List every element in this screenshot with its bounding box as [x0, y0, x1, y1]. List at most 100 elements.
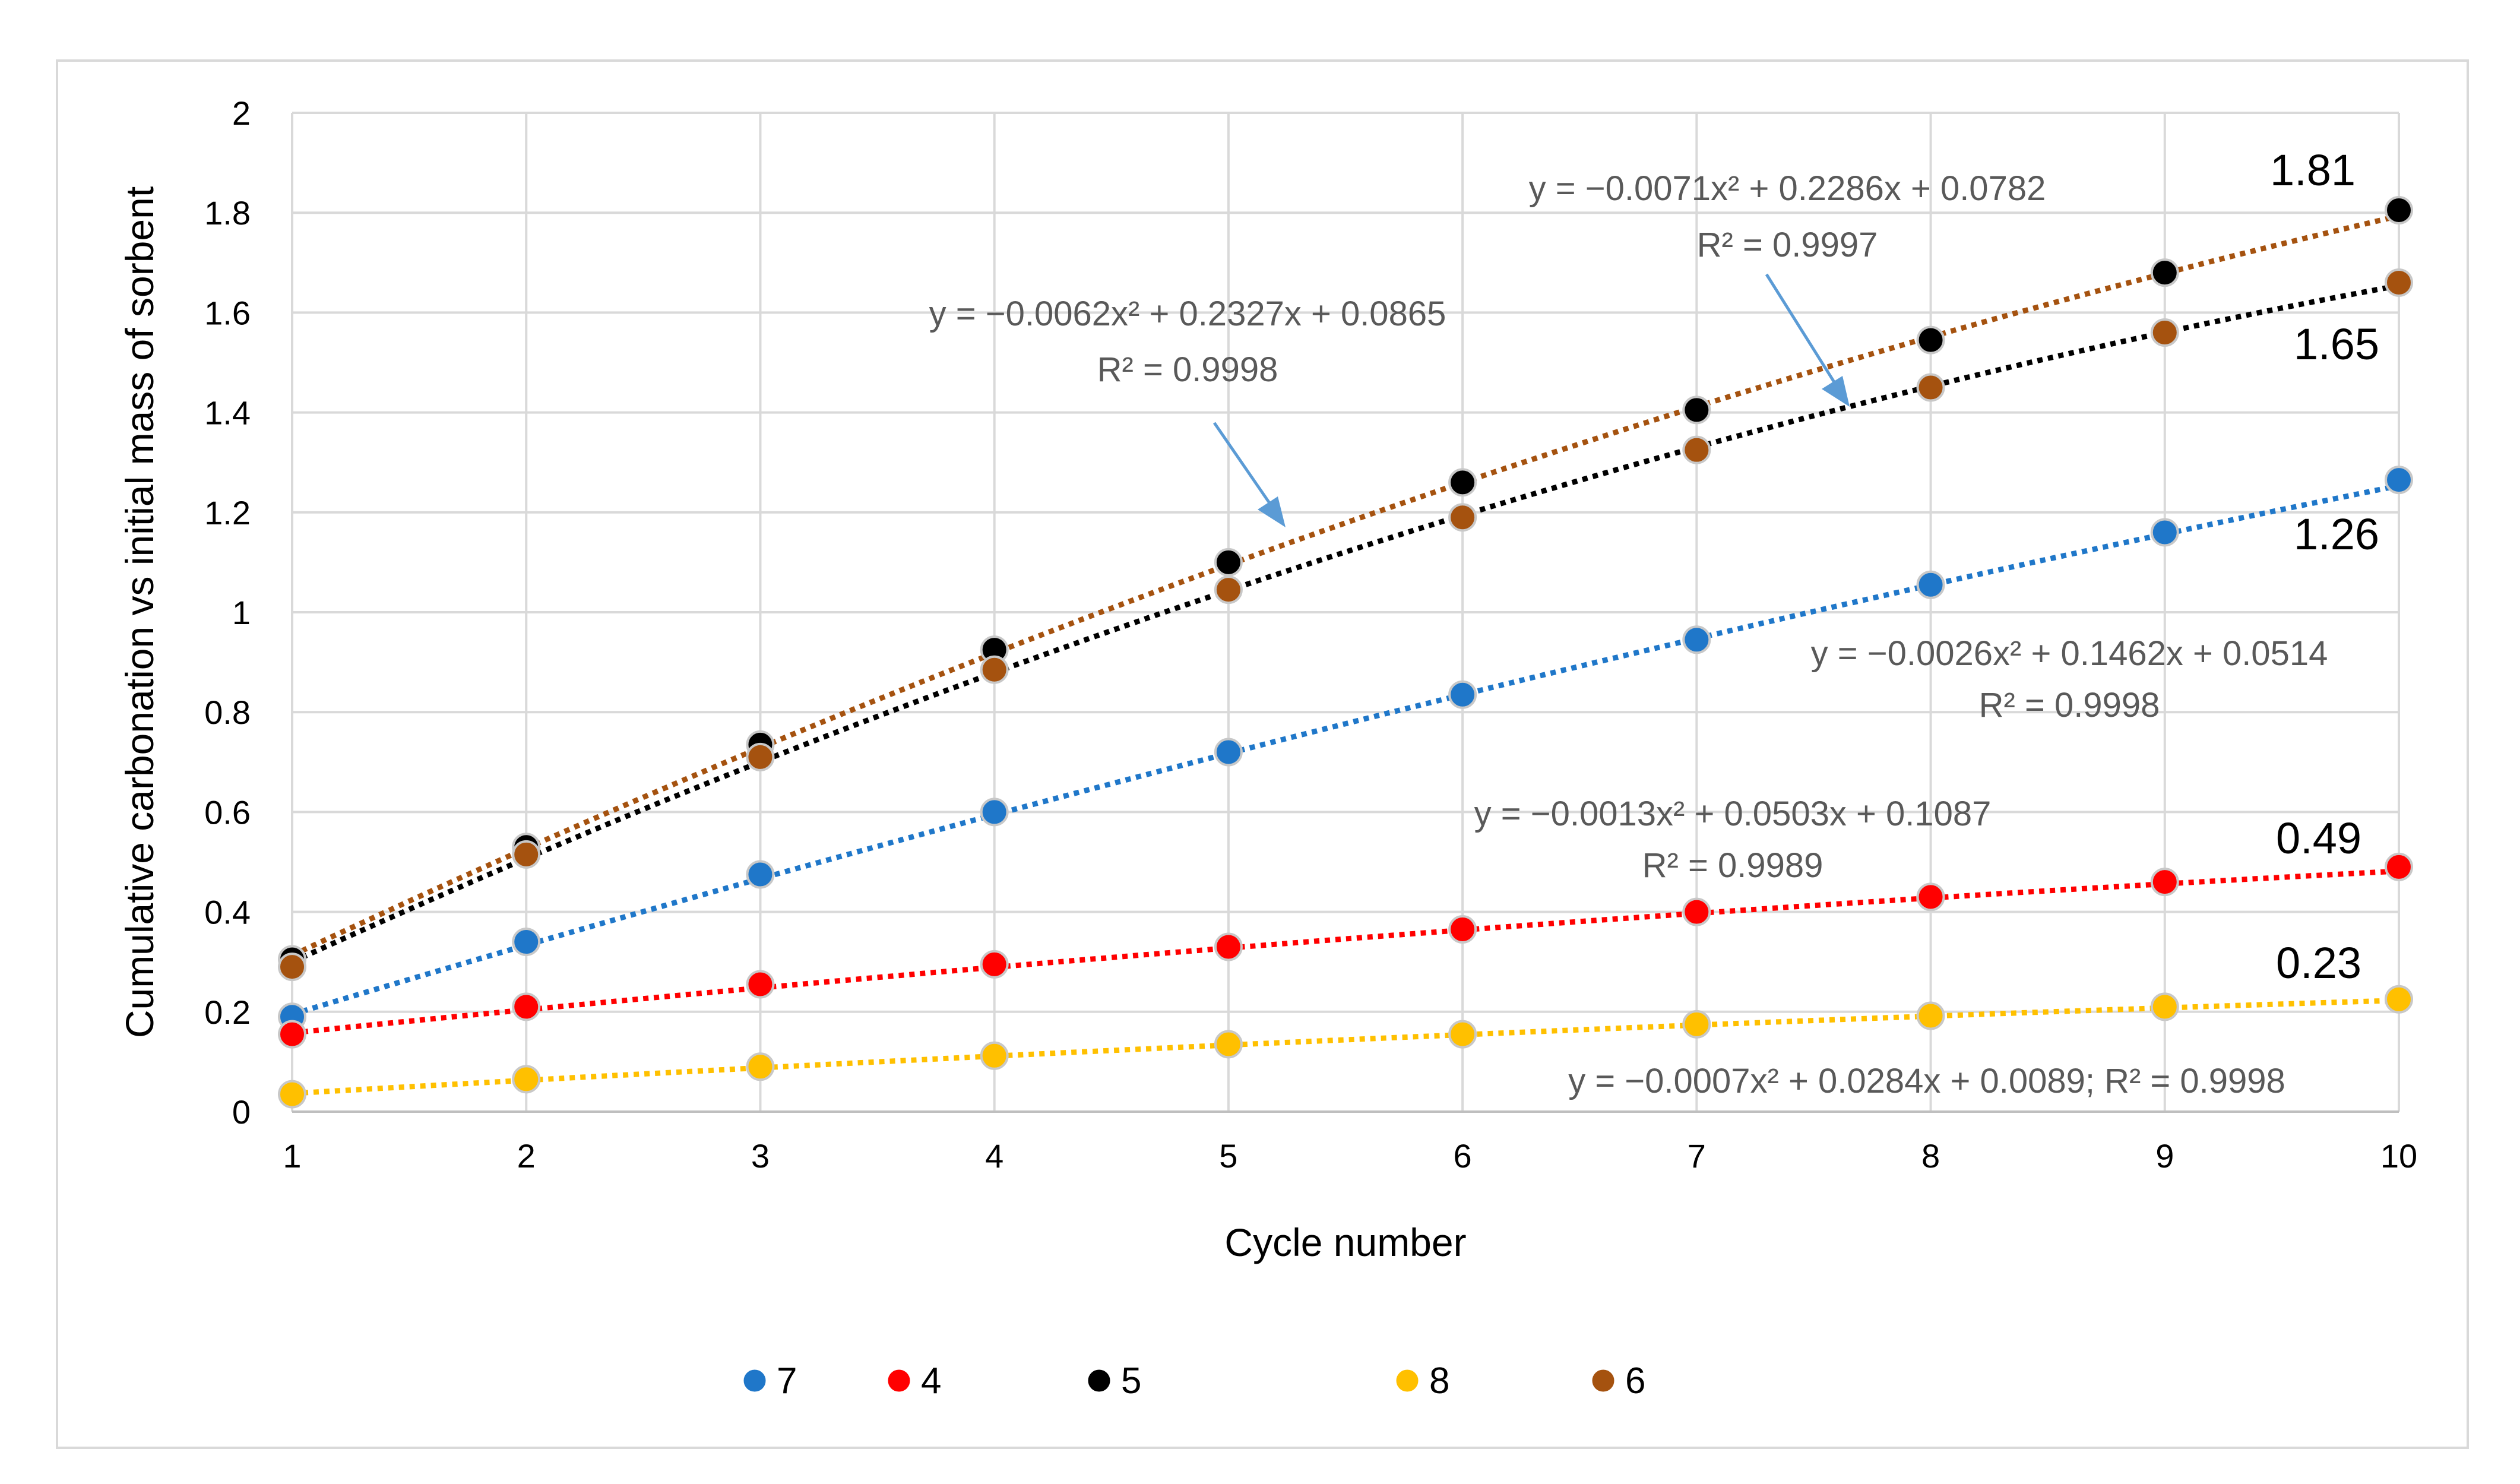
data-point-series-7 [1448, 680, 1477, 709]
legend-item-7: 7 [742, 1360, 797, 1401]
data-point-series-4 [980, 950, 1009, 979]
legend-item-6: 6 [1590, 1360, 1645, 1401]
data-point-series-7 [2385, 466, 2413, 495]
r2-series-5: R² = 0.9997 [1697, 226, 1878, 264]
legend-item-5: 5 [1086, 1360, 1141, 1401]
data-point-series-4 [2385, 852, 2413, 881]
legend-label-6: 6 [1625, 1360, 1645, 1401]
x-tick-label-5: 5 [1219, 1137, 1237, 1175]
data-point-series-8 [2385, 985, 2413, 1014]
points-series-6 [278, 268, 2413, 982]
data-point-series-8 [278, 1080, 306, 1109]
data-point-series-4 [278, 1020, 306, 1049]
legend-item-8: 8 [1394, 1360, 1449, 1401]
y-tick-label-1.8: 1.8 [204, 194, 251, 232]
data-point-series-4 [512, 992, 541, 1021]
r2-series-4: R² = 0.9989 [1642, 846, 1823, 885]
data-point-series-6 [2385, 268, 2413, 297]
x-axis-title: Cycle number [1224, 1220, 1466, 1264]
equation-series-7: y = −0.0026x² + 0.1462x + 0.0514 [1811, 634, 2328, 673]
trend-lines [291, 213, 2400, 1096]
legend-label-5: 5 [1121, 1360, 1141, 1401]
data-point-series-8 [980, 1041, 1009, 1070]
x-tick-label-8: 8 [1921, 1137, 1940, 1175]
x-tick-label-10: 10 [2380, 1137, 2417, 1175]
data-point-series-4 [746, 970, 775, 999]
data-point-series-8 [512, 1065, 541, 1094]
y-tick-label-1.4: 1.4 [204, 394, 251, 432]
points-series-7 [278, 466, 2413, 1031]
y-tick-label-0.4: 0.4 [204, 894, 251, 931]
end-value-labels: 1.81 1.65 1.26 0.49 0.23 [2270, 145, 2379, 988]
y-tick-label-1: 1 [232, 594, 251, 631]
x-tick-label-4: 4 [985, 1137, 1003, 1175]
data-point-series-8 [1916, 1001, 1945, 1030]
legend-label-8: 8 [1429, 1360, 1449, 1401]
legend-marker-5 [1086, 1368, 1112, 1394]
trendline-series-5 [291, 283, 2399, 965]
y-tick-label-2: 2 [232, 94, 251, 132]
r2-series-7: R² = 0.9998 [1979, 686, 2160, 724]
legend-marker-6 [1590, 1368, 1616, 1394]
end-label-series-4: 0.49 [2276, 814, 2361, 863]
legend-marker-4 [886, 1368, 912, 1394]
points-series-8 [278, 985, 2413, 1109]
y-tick-label-1.6: 1.6 [204, 294, 251, 331]
data-point-series-6 [278, 953, 306, 982]
data-point-series-5 [2150, 258, 2179, 287]
data-point-series-4 [1448, 915, 1477, 944]
data-point-series-8 [746, 1052, 775, 1081]
trendline-series-4 [292, 868, 2399, 1036]
x-tick-label-6: 6 [1454, 1137, 1472, 1175]
data-point-series-8 [2150, 992, 2179, 1021]
end-label-series-5: 1.81 [2270, 145, 2356, 195]
points-series-4 [278, 852, 2413, 1049]
data-points [278, 195, 2413, 1109]
legend: 7 4 5 8 6 [742, 1360, 1645, 1401]
data-point-series-6 [1682, 435, 1711, 464]
equation-series-8: y = −0.0007x² + 0.0284x + 0.0089; R² = 0… [1568, 1062, 2285, 1100]
y-tick-label-0.8: 0.8 [204, 694, 251, 731]
data-point-series-5 [2385, 195, 2413, 224]
data-point-series-6 [1448, 503, 1477, 532]
y-tick-label-1.2: 1.2 [204, 494, 251, 531]
data-point-series-4 [1682, 897, 1711, 926]
legend-label-4: 4 [921, 1360, 941, 1401]
data-point-series-6 [512, 840, 541, 869]
arrow-series-6 [1212, 422, 1272, 506]
arrow-series-5 [1765, 273, 1837, 384]
data-point-series-5 [1916, 325, 1945, 355]
legend-label-7: 7 [777, 1360, 797, 1401]
data-point-series-6 [746, 742, 775, 771]
trendline-series-7 [291, 483, 2399, 1017]
end-label-series-8: 0.23 [2276, 938, 2361, 988]
equation-series-4: y = −0.0013x² + 0.0503x + 0.1087 [1474, 795, 1992, 833]
data-point-series-7 [1214, 738, 1243, 767]
legend-marker-7 [742, 1368, 768, 1394]
grid-lines [291, 112, 2400, 1112]
data-point-series-4 [1214, 932, 1243, 961]
equation-series-6: y = −0.0062x² + 0.2327x + 0.0865 [929, 295, 1446, 333]
arrowhead-series-6 [1258, 496, 1286, 527]
data-point-series-6 [1916, 373, 1945, 402]
legend-item-4: 4 [886, 1360, 941, 1401]
end-label-series-6: 1.65 [2294, 319, 2379, 369]
y-tick-label-0.6: 0.6 [204, 793, 251, 831]
y-tick-label-0.2: 0.2 [204, 993, 251, 1031]
data-point-series-7 [512, 928, 541, 957]
arrowhead-series-5 [1822, 376, 1850, 407]
data-point-series-4 [1916, 882, 1945, 912]
trendline-series-6 [291, 213, 2400, 958]
y-axis-ticks: 0 0.2 0.4 0.6 0.8 1 1.2 1.4 1.6 1.8 2 [204, 94, 251, 1131]
trendline-series-8 [292, 998, 2399, 1096]
r2-series-6: R² = 0.9998 [1097, 350, 1278, 389]
x-tick-label-9: 9 [2155, 1137, 2174, 1175]
x-tick-label-7: 7 [1688, 1137, 1706, 1175]
end-label-series-7: 1.26 [2294, 510, 2379, 559]
data-point-series-4 [2150, 868, 2179, 897]
data-point-series-8 [1214, 1030, 1243, 1059]
x-tick-label-2: 2 [517, 1137, 536, 1175]
x-tick-label-3: 3 [751, 1137, 770, 1175]
data-point-series-7 [1682, 625, 1711, 654]
y-axis-title: Cumulative carbonation vs initial mass o… [118, 186, 162, 1038]
